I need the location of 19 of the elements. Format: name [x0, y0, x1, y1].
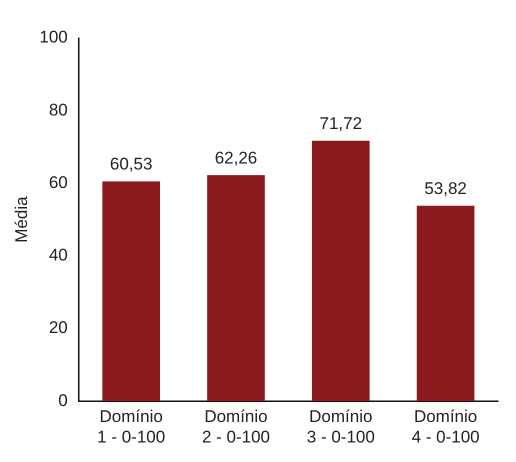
bar [312, 140, 370, 402]
x-tick-label: Domínio 3 - 0-100 [306, 407, 375, 446]
x-tick-label: Domínio 4 - 0-100 [412, 407, 480, 446]
data-label: 71,72 [320, 114, 362, 133]
y-tick-label: 20 [48, 318, 68, 338]
y-tick-label: 40 [48, 246, 68, 265]
y-tick-label: 60 [48, 172, 68, 192]
y-tick-label: 80 [48, 100, 68, 120]
bar [102, 181, 160, 402]
x-tick-label: Domínio 1 - 0-100 [97, 407, 166, 446]
data-label: 60,53 [110, 154, 152, 174]
data-label: 62,26 [214, 148, 258, 168]
x-tick-label: Domínio 2 - 0-100 [202, 407, 270, 446]
bar [207, 175, 265, 402]
bar [416, 206, 474, 402]
data-label: 53,82 [424, 178, 467, 198]
y-tick-label: 0 [58, 390, 68, 410]
y-tick-label: 100 [39, 28, 68, 47]
y-axis-title: Média [12, 196, 31, 243]
